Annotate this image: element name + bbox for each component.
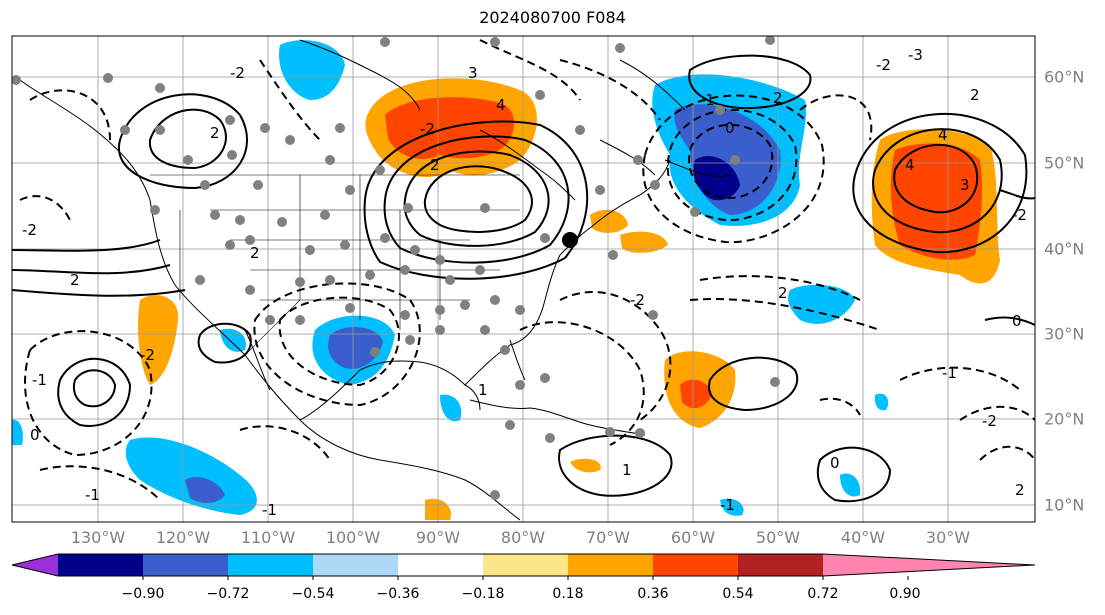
contour-label: -1 bbox=[700, 91, 715, 109]
lon-label-30W: 30°W bbox=[925, 528, 971, 547]
contour-label: 4 bbox=[938, 126, 948, 144]
lat-label-10N: 10°N bbox=[1044, 495, 1085, 515]
lon-label-110W: 110°W bbox=[240, 528, 296, 547]
lon-label-50W: 50°W bbox=[755, 528, 801, 547]
colorbar-segment bbox=[143, 554, 228, 576]
contour-label: -2 bbox=[140, 346, 155, 364]
contour-label: 4 bbox=[496, 96, 506, 114]
lon-label-70W: 70°W bbox=[585, 528, 631, 547]
colorbar-tick-label: 0.18 bbox=[552, 586, 584, 602]
contour-label: 3 bbox=[468, 64, 478, 82]
contour-label: -2 bbox=[1012, 206, 1027, 224]
contour-label: -1 bbox=[262, 501, 277, 519]
lon-label-100W: 100°W bbox=[325, 528, 381, 547]
contour-label: 2 bbox=[1015, 481, 1025, 499]
colorbar-segment bbox=[313, 554, 398, 576]
colorbar-tick-label: −0.54 bbox=[291, 586, 335, 602]
colorbar-segment bbox=[653, 554, 738, 576]
contour-label: 0 bbox=[725, 119, 735, 137]
contour-label: 0 bbox=[30, 426, 40, 444]
contour-label: 2 bbox=[250, 244, 260, 262]
colorbar-extend-min bbox=[12, 554, 58, 576]
contour-label: 2 bbox=[778, 284, 788, 302]
colorbar-tick-label: −0.72 bbox=[206, 586, 250, 602]
lon-label-80W: 80°W bbox=[500, 528, 546, 547]
map-title: 2024080700 F084 bbox=[479, 8, 626, 27]
contour-label: 2 bbox=[430, 156, 440, 174]
colorbar-tick-label: 0.90 bbox=[889, 586, 921, 602]
lon-label-130W: 130°W bbox=[70, 528, 126, 547]
map-frame bbox=[11, 35, 1036, 523]
colorbar-segment bbox=[228, 554, 313, 576]
contour-label: 2 bbox=[970, 86, 980, 104]
contour-label: -1 bbox=[942, 364, 957, 382]
colorbar-segment bbox=[398, 554, 483, 576]
lat-label-20N: 20°N bbox=[1044, 409, 1085, 429]
contour-label: -2 bbox=[22, 221, 37, 239]
lon-label-40W: 40°W bbox=[840, 528, 886, 547]
contour-label: -2 bbox=[230, 64, 245, 82]
colorbar-segment bbox=[58, 554, 143, 576]
lat-label-60N: 60°N bbox=[1044, 67, 1085, 87]
contour-label: 2 bbox=[70, 271, 80, 289]
contour-label: -2 bbox=[420, 120, 435, 138]
lon-label-90W: 90°W bbox=[415, 528, 461, 547]
highlighted-station-dot bbox=[562, 232, 578, 248]
contour-label: 3 bbox=[960, 176, 970, 194]
colorbar-tick-label: −0.36 bbox=[376, 586, 420, 602]
station-dots bbox=[12, 36, 780, 500]
contour-label: 2 bbox=[210, 124, 220, 142]
contour-label: 2 bbox=[773, 89, 783, 107]
grid-lines bbox=[12, 36, 1035, 522]
colorbar-segment bbox=[483, 554, 568, 576]
colorbar-tick-label: 0.54 bbox=[722, 586, 754, 602]
contour-label: 1 bbox=[478, 381, 488, 399]
lat-label-50N: 50°N bbox=[1044, 153, 1085, 173]
colorbar-tick-label: −0.18 bbox=[461, 586, 505, 602]
colorbar-extend-max bbox=[823, 554, 1035, 576]
colorbar-tick-label: −0.90 bbox=[121, 586, 165, 602]
contour-label: -2 bbox=[982, 412, 997, 430]
contour-label: 4 bbox=[905, 156, 915, 174]
colorbar-outline bbox=[11, 553, 1036, 577]
contour-label: -1 bbox=[85, 486, 100, 504]
colorbar-segment bbox=[738, 554, 823, 576]
contour-label: -3 bbox=[908, 46, 923, 64]
colorbar-tick-label: 0.72 bbox=[807, 586, 839, 602]
contour-label-layer: -2 -1 0 2 3 4 -2 2 0 2 -1 -2 -3 2 4 -2 0… bbox=[22, 46, 1027, 519]
colorbar-tick-label: 0.36 bbox=[637, 586, 669, 602]
contour-label: 0 bbox=[1012, 312, 1022, 330]
lat-label-30N: 30°N bbox=[1044, 324, 1085, 344]
colorbar bbox=[11, 553, 1036, 580]
lon-label-60W: 60°W bbox=[670, 528, 716, 547]
contour-label: -2 bbox=[876, 56, 891, 74]
contour-label: -1 bbox=[720, 496, 735, 514]
lon-label-120W: 120°W bbox=[155, 528, 211, 547]
contour-label: 0 bbox=[830, 454, 840, 472]
contour-label: -1 bbox=[32, 371, 47, 389]
contour-label: -2 bbox=[630, 291, 645, 309]
cold-anomaly-canada bbox=[279, 40, 345, 100]
lat-label-40N: 40°N bbox=[1044, 239, 1085, 259]
colorbar-segment bbox=[568, 554, 653, 576]
contour-label: 1 bbox=[622, 461, 632, 479]
